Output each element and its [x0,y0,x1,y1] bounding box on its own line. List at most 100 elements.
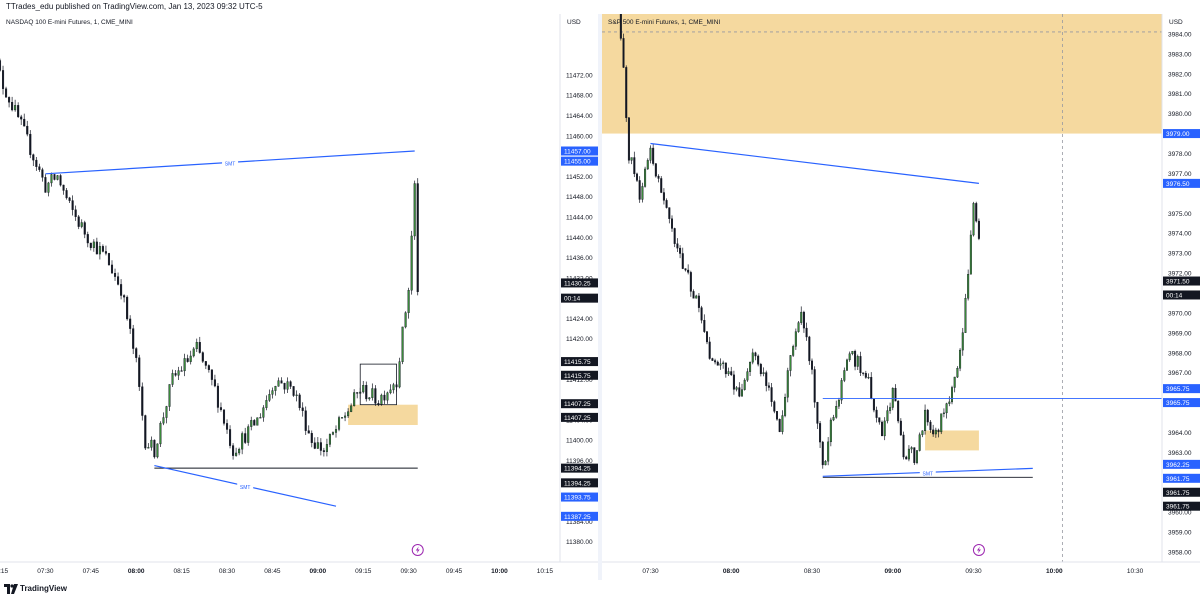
candle [697,292,700,313]
candle [727,367,730,377]
time-tick-label: 10:00 [491,568,508,575]
price-label: 3961.75 [1166,490,1190,497]
time-tick-label: 09:30 [401,568,418,575]
candle [171,369,174,387]
candle [843,367,846,383]
candle-body [47,182,50,193]
price-tick-label: 3964.00 [1168,430,1192,437]
candle [765,370,768,392]
candle [786,367,789,403]
candle [295,390,298,402]
candle-body [80,222,83,227]
candle-body [407,290,410,313]
candle [183,353,186,377]
candle [241,431,244,455]
candle [135,347,138,363]
candle-body [738,387,741,397]
price-label-bg [561,478,598,488]
lightning-icon [411,544,424,556]
candle-body [810,360,813,370]
candle [11,96,14,112]
panel-divider[interactable] [598,14,602,580]
candle-body [891,387,894,408]
candle [334,425,338,438]
candle-body [219,407,223,410]
candle-body [277,380,280,387]
candle [907,445,910,462]
time-tick-label: 07:45 [83,568,100,575]
candle-body [398,361,401,388]
candle-body [225,423,229,430]
candle-body [268,394,271,401]
footer-brand: TradingView [20,584,67,593]
candle [883,417,886,441]
candle [676,238,679,253]
candle [86,231,89,248]
candle-body [932,429,935,435]
candle-body [247,426,250,443]
candle-body [681,253,684,269]
price-label: 11415.75 [564,359,591,366]
candle-body [129,318,132,329]
candle [792,344,795,357]
candle [410,230,413,295]
candle-body [638,180,641,200]
nasdaq-chart-panel[interactable]: SMT SMT NASDAQ 100 E-mini Futures, 1, CME_… [0,14,598,580]
candle-body [851,350,854,355]
candle [398,357,401,389]
candle-body [337,417,341,430]
tradingview-logo-icon [4,584,18,594]
price-tick-label: 3969.00 [1168,330,1192,337]
candle-body [232,445,235,456]
candle-body [262,407,265,418]
fvg-zone [348,404,418,425]
sp500-chart-panel[interactable]: SMT S&P 500 E-mini Futures, 1, CME_MINI US… [602,14,1200,580]
candle-body [289,381,292,387]
price-label: 3962.25 [1166,462,1190,469]
candle [271,387,274,399]
price-label-bg [1163,459,1200,469]
candle [95,237,98,255]
candle-body [910,447,913,450]
candle [679,245,682,259]
candle [362,380,365,394]
candle [244,427,247,445]
candle [71,195,74,216]
candle-body [20,116,23,120]
candle [32,153,35,167]
candle-body [295,394,298,396]
candle-body [341,417,344,419]
candle [8,96,11,108]
supply-zone [602,14,1162,134]
candle-body [649,147,652,161]
candle [17,102,20,118]
candle [872,398,875,413]
candle [80,219,83,229]
candle-body [886,410,889,422]
candle-body [899,420,902,436]
candle [117,272,120,286]
candle [827,437,830,466]
candle [380,393,383,406]
candle [235,447,238,457]
candle [319,438,322,456]
price-tick-label: 11400.00 [566,438,593,445]
time-tick-label: 09:15 [355,568,372,575]
candle-body [918,434,921,451]
candle [627,117,630,164]
candle-body [829,419,832,443]
candle-body [684,268,687,271]
candle [689,270,692,297]
candle [331,431,335,436]
smt-label-bg [222,159,239,166]
candle-body [35,159,38,167]
candle [341,417,344,419]
candle-body [210,369,213,380]
candle-body [845,359,848,371]
candle [377,400,380,407]
candle [383,390,386,405]
candle-body [241,433,244,450]
candle-body [770,387,773,402]
price-label: 3961.75 [1166,504,1190,511]
candle [123,294,126,303]
